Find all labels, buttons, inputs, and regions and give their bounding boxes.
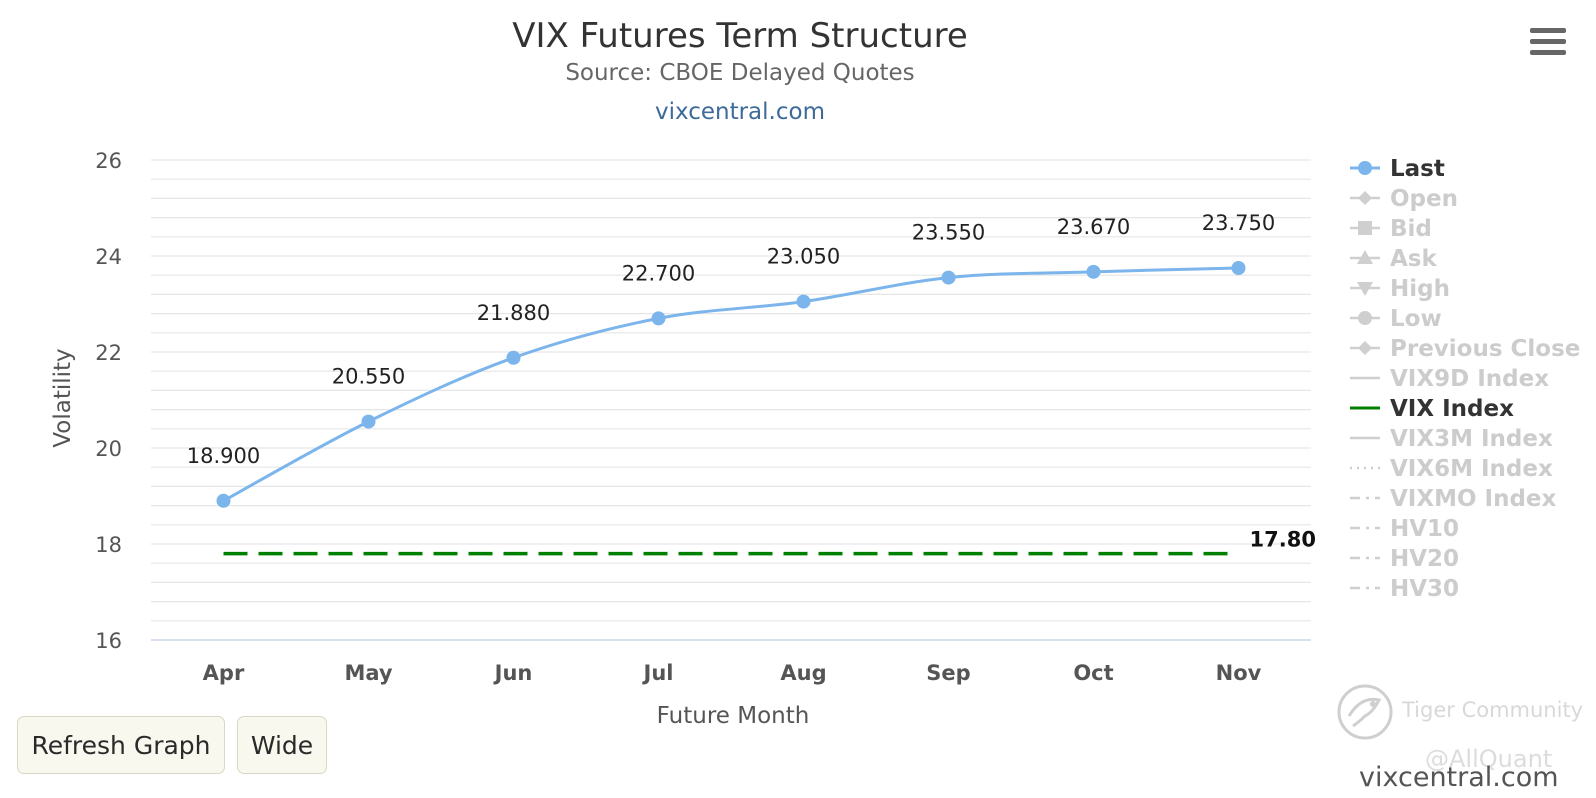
legend-item[interactable]: HV20 bbox=[1350, 546, 1459, 572]
last-data-label: 23.050 bbox=[767, 245, 840, 269]
series-group: 17.80 18.900 20.550 21.880 22.700 23.050 23.55… bbox=[187, 211, 1316, 556]
legend-item[interactable]: VIXMO Index bbox=[1350, 486, 1557, 512]
legend-square-icon bbox=[1358, 221, 1372, 235]
last-data-point bbox=[796, 294, 811, 309]
x-tick-label: Oct bbox=[1073, 661, 1113, 685]
last-data-label: 23.750 bbox=[1202, 211, 1275, 235]
refresh-graph-button[interactable]: Refresh Graph bbox=[17, 716, 225, 774]
legend-item[interactable]: Open bbox=[1350, 186, 1458, 212]
y-tick-label: 16 bbox=[95, 629, 122, 653]
legend-label: Last bbox=[1390, 156, 1445, 182]
last-data-label: 18.900 bbox=[187, 444, 260, 468]
legend-label: HV20 bbox=[1390, 546, 1459, 572]
last-data-point bbox=[216, 493, 231, 508]
legend-item[interactable]: VIX9D Index bbox=[1350, 366, 1549, 392]
legend-item[interactable]: Bid bbox=[1350, 216, 1432, 242]
last-data-point bbox=[651, 311, 666, 326]
last-data-point bbox=[941, 270, 956, 285]
legend-item[interactable]: VIX3M Index bbox=[1350, 426, 1553, 452]
legend-label: VIX Index bbox=[1390, 396, 1514, 422]
last-data-point bbox=[506, 350, 521, 365]
legend-label: Ask bbox=[1390, 246, 1437, 272]
legend-item[interactable]: VIX6M Index bbox=[1350, 456, 1553, 482]
x-tick-label: May bbox=[344, 661, 392, 685]
legend-label: VIX6M Index bbox=[1390, 456, 1553, 482]
legend-label: Open bbox=[1390, 186, 1458, 212]
chart-subtitle: Source: CBOE Delayed Quotes bbox=[565, 60, 914, 86]
x-tick-label: Jul bbox=[642, 661, 674, 685]
legend-label: VIXMO Index bbox=[1390, 486, 1557, 512]
legend: Last Open Bid Ask High Low Previous Close VIX9D… bbox=[1350, 156, 1580, 602]
last-data-point bbox=[1086, 264, 1101, 279]
last-data-label: 23.550 bbox=[912, 221, 985, 245]
watermark-site: vixcentral.com bbox=[1359, 762, 1559, 793]
x-axis: Apr May Jun Jul Aug Sep Oct Nov bbox=[203, 661, 1262, 685]
legend-item[interactable]: VIX Index bbox=[1350, 396, 1514, 422]
last-series-line bbox=[222, 266, 1239, 503]
legend-label: Low bbox=[1390, 306, 1442, 332]
x-tick-label: Jun bbox=[493, 661, 533, 685]
legend-item[interactable]: High bbox=[1350, 276, 1450, 302]
legend-item[interactable]: Previous Close bbox=[1350, 336, 1580, 362]
legend-diamond-icon bbox=[1358, 191, 1372, 205]
y-tick-label: 22 bbox=[95, 341, 122, 365]
legend-triangle-icon bbox=[1357, 250, 1373, 264]
last-data-point bbox=[1231, 261, 1246, 275]
legend-triangle-down-icon bbox=[1357, 282, 1373, 296]
legend-label: VIX3M Index bbox=[1390, 426, 1553, 452]
legend-label: Previous Close bbox=[1390, 336, 1580, 362]
hamburger-menu-icon[interactable] bbox=[1530, 28, 1566, 58]
y-tick-label: 26 bbox=[95, 149, 122, 173]
x-tick-label: Aug bbox=[780, 661, 826, 685]
x-tick-label: Apr bbox=[203, 661, 245, 685]
vix-index-label: 17.80 bbox=[1250, 528, 1316, 552]
last-data-point bbox=[361, 414, 376, 429]
chart-credit[interactable]: vixcentral.com bbox=[655, 99, 825, 125]
last-data-label: 23.670 bbox=[1057, 215, 1130, 239]
y-tick-label: 20 bbox=[95, 437, 122, 461]
legend-label: High bbox=[1390, 276, 1450, 302]
y-tick-label: 24 bbox=[95, 245, 122, 269]
legend-item[interactable]: Low bbox=[1350, 306, 1442, 332]
legend-label: HV30 bbox=[1390, 576, 1459, 602]
legend-circle-icon bbox=[1358, 311, 1372, 325]
legend-item[interactable]: HV10 bbox=[1350, 516, 1459, 542]
watermark-handle: @AllQuant bbox=[1425, 745, 1553, 773]
last-data-label: 21.880 bbox=[477, 301, 550, 325]
y-tick-label: 18 bbox=[95, 533, 122, 557]
y-axis: 16 18 20 22 24 26 bbox=[95, 149, 122, 653]
legend-label: VIX9D Index bbox=[1390, 366, 1549, 392]
legend-item[interactable]: Ask bbox=[1350, 246, 1437, 272]
grid-lines bbox=[151, 159, 1311, 641]
chart-title: VIX Futures Term Structure bbox=[512, 16, 968, 56]
x-axis-title: Future Month bbox=[657, 703, 810, 729]
legend-item[interactable]: HV30 bbox=[1350, 576, 1459, 602]
y-axis-title: Volatility bbox=[50, 348, 76, 447]
legend-label: Bid bbox=[1390, 216, 1432, 242]
legend-circle-icon bbox=[1358, 161, 1372, 175]
x-tick-label: Sep bbox=[926, 661, 970, 685]
legend-item[interactable]: Last bbox=[1350, 156, 1445, 182]
legend-diamond-icon bbox=[1358, 341, 1372, 355]
legend-label: HV10 bbox=[1390, 516, 1459, 542]
last-data-label: 20.550 bbox=[332, 365, 405, 389]
watermark-brand: Tiger Community bbox=[1402, 698, 1584, 722]
tiger-community-logo-icon bbox=[1337, 684, 1393, 740]
wide-button[interactable]: Wide bbox=[237, 716, 327, 774]
x-tick-label: Nov bbox=[1216, 661, 1262, 685]
last-data-label: 22.700 bbox=[622, 261, 695, 285]
